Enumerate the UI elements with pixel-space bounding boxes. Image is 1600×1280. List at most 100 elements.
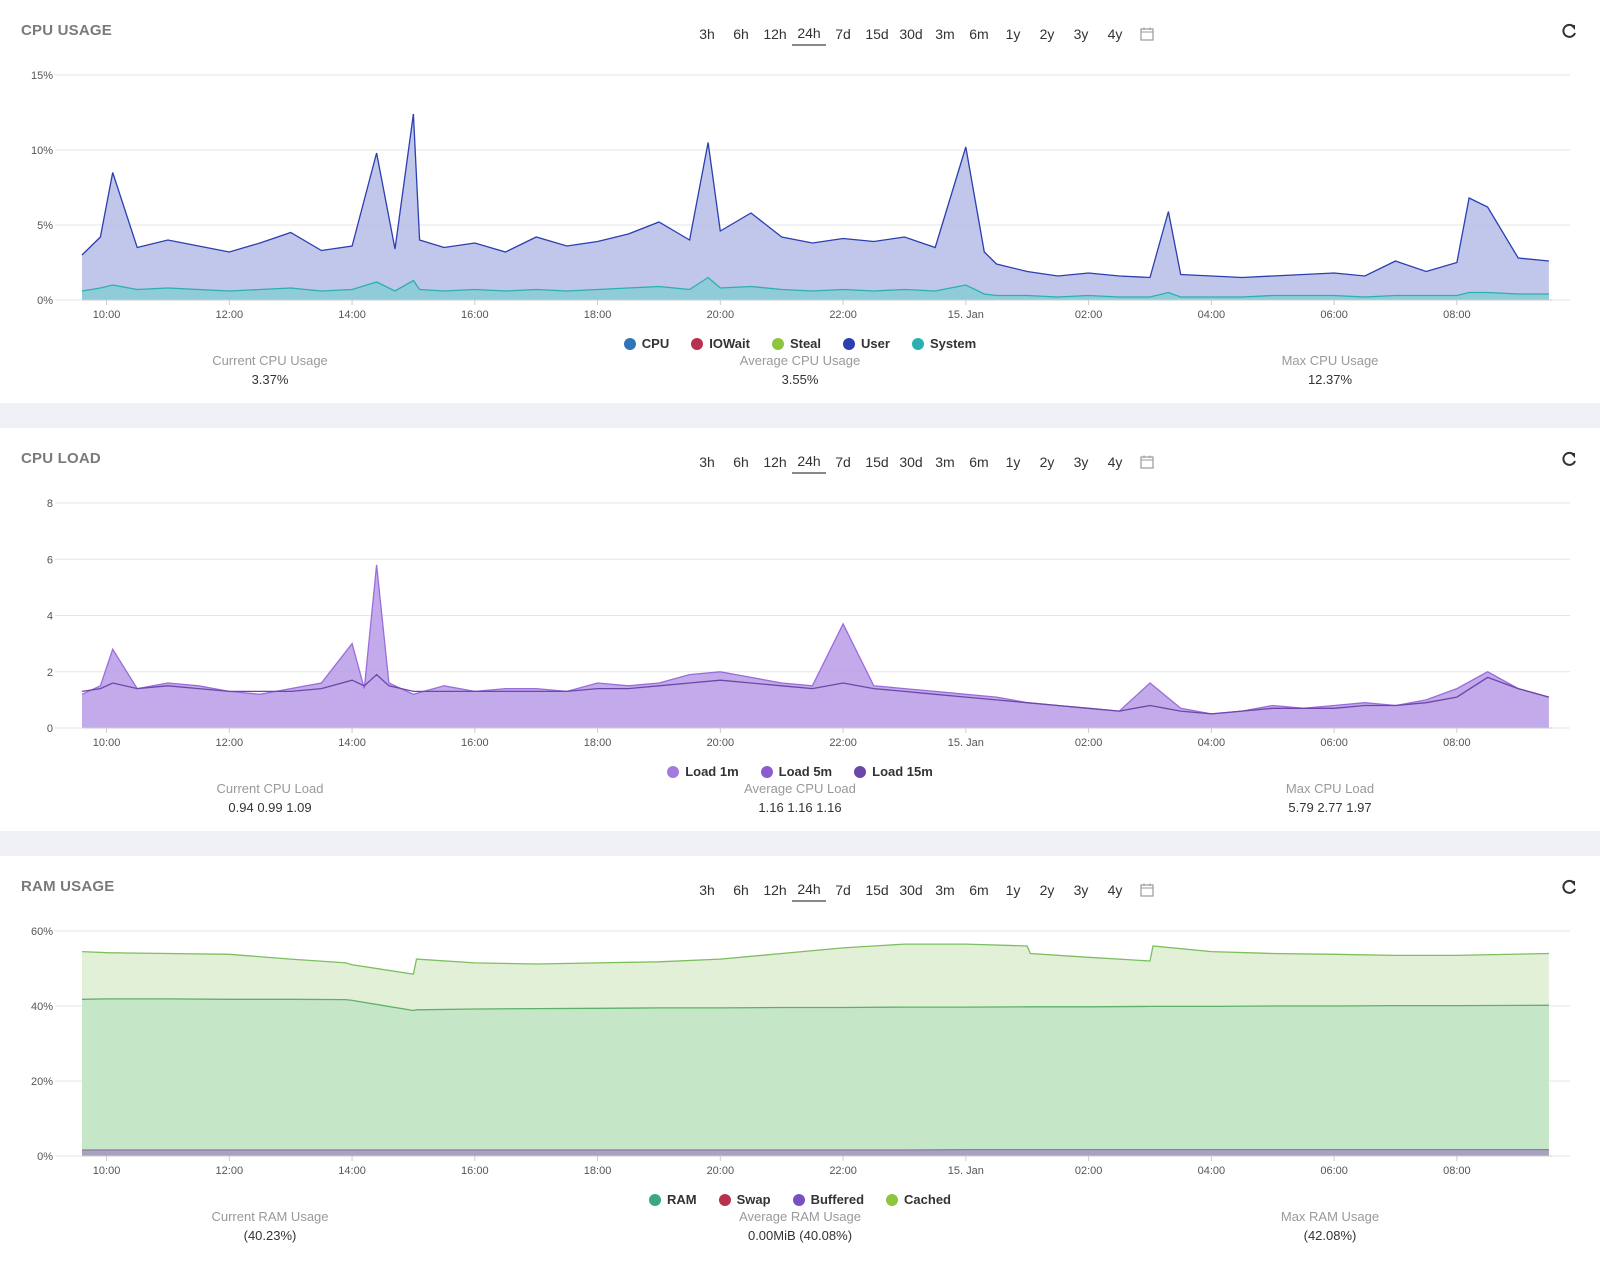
range-button-15d[interactable]: 15d <box>865 454 889 470</box>
range-button-4y[interactable]: 4y <box>1107 454 1123 470</box>
chart-legend: RAM Swap Buffered Cached <box>0 1192 1600 1207</box>
range-button-3y[interactable]: 3y <box>1073 26 1089 42</box>
stat-value: (42.08%) <box>1303 1228 1357 1243</box>
legend-item[interactable]: RAM <box>649 1192 697 1207</box>
x-tick-label: 10:00 <box>93 737 121 749</box>
range-button-2y[interactable]: 2y <box>1039 882 1055 898</box>
legend-item[interactable]: Steal <box>771 336 822 351</box>
range-button-24h[interactable]: 24h <box>792 878 826 902</box>
refresh-icon[interactable] <box>1560 22 1578 40</box>
range-button-7d[interactable]: 7d <box>835 882 851 898</box>
stat-value: 0.94 0.99 1.09 <box>228 800 312 815</box>
x-tick-label: 16:00 <box>461 309 489 321</box>
panel-title: CPU LOAD <box>21 450 101 467</box>
legend-item[interactable]: Cached <box>886 1192 951 1207</box>
max-ram-usage-stat: Max RAM Usage (42.08%) <box>1180 1209 1480 1243</box>
range-button-3y[interactable]: 3y <box>1073 454 1089 470</box>
x-tick-label: 02:00 <box>1075 1165 1103 1177</box>
x-tick-label: 04:00 <box>1198 737 1226 749</box>
legend-label: CPU <box>641 336 670 351</box>
y-tick-label: 4 <box>47 611 53 623</box>
range-button-6m[interactable]: 6m <box>969 882 989 898</box>
range-button-3m[interactable]: 3m <box>935 454 955 470</box>
series-area-load-1m <box>82 564 1549 728</box>
stat-label: Current CPU Usage <box>212 353 328 368</box>
refresh-icon[interactable] <box>1560 878 1578 896</box>
range-button-12h[interactable]: 12h <box>763 882 787 898</box>
range-button-1y[interactable]: 1y <box>1005 26 1021 42</box>
range-button-2y[interactable]: 2y <box>1039 26 1055 42</box>
legend-item[interactable]: Swap <box>718 1192 771 1207</box>
range-button-30d[interactable]: 30d <box>899 26 923 42</box>
range-button-3h[interactable]: 3h <box>699 26 715 42</box>
legend-item[interactable]: Load 5m <box>760 764 832 779</box>
calendar-icon[interactable] <box>1140 455 1154 469</box>
x-tick-label: 02:00 <box>1075 309 1103 321</box>
ram-usage-chart: 0% 20% 40% 60% 10:00 12:00 14:00 16:00 18:00 20:0… <box>31 926 1570 1177</box>
legend-dot-icon <box>886 1193 899 1206</box>
range-button-12h[interactable]: 12h <box>763 454 787 470</box>
range-button-6h[interactable]: 6h <box>733 882 749 898</box>
range-button-7d[interactable]: 7d <box>835 454 851 470</box>
x-tick-label: 18:00 <box>584 1165 612 1177</box>
range-button-3y[interactable]: 3y <box>1073 882 1089 898</box>
range-button-6h[interactable]: 6h <box>733 26 749 42</box>
range-button-4y[interactable]: 4y <box>1107 882 1123 898</box>
range-button-3h[interactable]: 3h <box>699 454 715 470</box>
legend-item[interactable]: System <box>911 336 976 351</box>
legend-label: Swap <box>736 1192 771 1207</box>
range-button-3m[interactable]: 3m <box>935 26 955 42</box>
legend-item[interactable]: Load 15m <box>854 764 933 779</box>
legend-item[interactable]: User <box>843 336 890 351</box>
y-tick-label: 0% <box>37 295 53 307</box>
legend-item[interactable]: Load 1m <box>667 764 739 779</box>
range-button-3m[interactable]: 3m <box>935 882 955 898</box>
stat-label: Max CPU Load <box>1285 781 1375 796</box>
legend-label: Buffered <box>810 1192 865 1207</box>
range-button-3h[interactable]: 3h <box>699 882 715 898</box>
range-button-1y[interactable]: 1y <box>1005 882 1021 898</box>
x-tick-label: 22:00 <box>829 1165 857 1177</box>
x-tick-label: 12:00 <box>216 737 244 749</box>
y-tick-label: 40% <box>31 1001 53 1013</box>
calendar-icon[interactable] <box>1140 27 1154 41</box>
refresh-icon[interactable] <box>1560 450 1578 468</box>
series-line-load-15m <box>81 673 1550 715</box>
range-button-6h[interactable]: 6h <box>733 454 749 470</box>
range-button-6m[interactable]: 6m <box>969 454 989 470</box>
range-button-24h[interactable]: 24h <box>792 450 826 474</box>
range-button-30d[interactable]: 30d <box>899 882 923 898</box>
x-tick-label: 02:00 <box>1075 737 1103 749</box>
calendar-icon[interactable] <box>1140 883 1154 897</box>
y-tick-label: 60% <box>31 926 53 938</box>
x-tick-label: 12:00 <box>216 1165 244 1177</box>
range-button-15d[interactable]: 15d <box>865 882 889 898</box>
legend-item[interactable]: IOWait <box>691 336 750 351</box>
y-tick-label: 0 <box>47 723 53 735</box>
stat-value: 5.79 2.77 1.97 <box>1288 800 1372 815</box>
range-button-7d[interactable]: 7d <box>835 26 851 42</box>
range-button-2y[interactable]: 2y <box>1039 454 1055 470</box>
x-tick-label: 15. Jan <box>948 737 984 749</box>
y-tick-label: 15% <box>31 70 53 82</box>
series-line-user <box>81 113 1549 279</box>
range-button-15d[interactable]: 15d <box>865 26 889 42</box>
series-area-buffered <box>82 1149 1549 1156</box>
series-line-ram <box>81 998 1549 1012</box>
max-cpu-usage-stat: Max CPU Usage 12.37% <box>1180 353 1480 387</box>
range-button-6m[interactable]: 6m <box>969 26 989 42</box>
x-tick-label: 14:00 <box>338 1165 366 1177</box>
range-button-4y[interactable]: 4y <box>1107 26 1123 42</box>
y-tick-label: 6 <box>47 554 53 566</box>
legend-item[interactable]: CPU <box>623 336 670 351</box>
stat-value: 3.55% <box>781 372 819 387</box>
x-tick-label: 15. Jan <box>948 1165 984 1177</box>
range-button-24h[interactable]: 24h <box>792 22 826 46</box>
range-button-1y[interactable]: 1y <box>1005 454 1021 470</box>
series-line-cached <box>81 943 1549 975</box>
legend-item[interactable]: Buffered <box>792 1192 865 1207</box>
legend-label: Steal <box>789 336 822 351</box>
x-tick-label: 15. Jan <box>948 309 984 321</box>
range-button-30d[interactable]: 30d <box>899 454 923 470</box>
range-button-12h[interactable]: 12h <box>763 26 787 42</box>
